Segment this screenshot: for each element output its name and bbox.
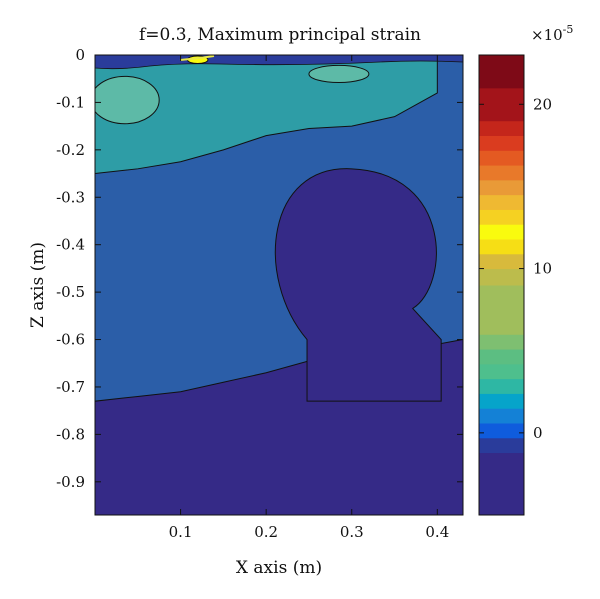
x-axis-ticks: 0.1 0.2 0.3 0.4 — [169, 55, 449, 541]
y-tick-label: -0.4 — [56, 236, 85, 254]
region-strain-patch-small — [308, 64, 370, 84]
colorbar-tick-label: 10 — [533, 260, 552, 278]
colorbar-step — [479, 334, 524, 350]
y-tick-label: -0.6 — [56, 331, 85, 349]
colorbar-step — [479, 423, 524, 439]
colorbar — [479, 55, 524, 516]
x-tick-label: 0.3 — [340, 523, 364, 541]
colorbar-step — [479, 224, 524, 240]
chart-title: f=0.3, Maximum principal strain — [139, 25, 421, 45]
colorbar-step — [479, 239, 524, 255]
colorbar-step — [479, 452, 524, 516]
colorbar-step — [479, 285, 524, 335]
region-strain-patch-high — [95, 75, 160, 125]
colorbar-step — [479, 165, 524, 181]
colorbar-tick-label: 0 — [533, 424, 543, 442]
x-tick-label: 0.1 — [169, 523, 193, 541]
colorbar-frame — [478, 54, 525, 516]
y-tick-label: -0.3 — [56, 188, 85, 206]
colorbar-step — [479, 55, 524, 89]
colorbar-step — [479, 268, 524, 286]
y-tick-label: -0.8 — [56, 425, 85, 443]
colorbar-step — [479, 437, 524, 454]
region-bulb-lower-strain — [274, 168, 442, 402]
y-tick-label: -0.2 — [56, 141, 85, 159]
y-tick-label: -0.5 — [56, 283, 85, 301]
plot-area — [95, 55, 463, 515]
colorbar-step — [479, 408, 524, 424]
y-tick-label: -0.9 — [56, 473, 85, 491]
y-tick-label: 0 — [75, 46, 85, 64]
colorbar-tick-label: 20 — [533, 95, 552, 113]
colorbar-multiplier: ×10-5 — [531, 23, 573, 44]
x-tick-label: 0.4 — [425, 523, 449, 541]
colorbar-step — [479, 87, 524, 122]
colorbar-step — [479, 349, 524, 365]
colorbar-step — [479, 393, 524, 409]
colorbar-step — [479, 194, 524, 210]
colorbar-step — [479, 120, 524, 136]
y-axis-label: Z axis (m) — [28, 242, 48, 328]
y-tick-label: -0.7 — [56, 378, 85, 396]
colorbar-step — [479, 179, 524, 196]
y-axis-ticks: 0 -0.1 -0.2 -0.3 -0.4 -0.5 -0.6 -0.7 -0.8 -0.9 — [56, 46, 463, 491]
colorbar-step — [479, 135, 524, 151]
colorbar-step — [479, 253, 524, 270]
colorbar-step — [479, 363, 524, 380]
x-axis-label: X axis (m) — [236, 558, 322, 578]
colorbar-step — [479, 378, 524, 394]
region-strain-band-mid — [95, 55, 438, 175]
plot-frame — [94, 54, 464, 516]
colorbar-step — [479, 150, 524, 166]
peak-streak — [179, 55, 215, 61]
colorbar-ticks: 0 10 20 — [479, 95, 552, 442]
x-tick-label: 0.2 — [254, 523, 278, 541]
y-tick-label: -0.1 — [56, 93, 85, 111]
colorbar-step — [479, 209, 524, 225]
